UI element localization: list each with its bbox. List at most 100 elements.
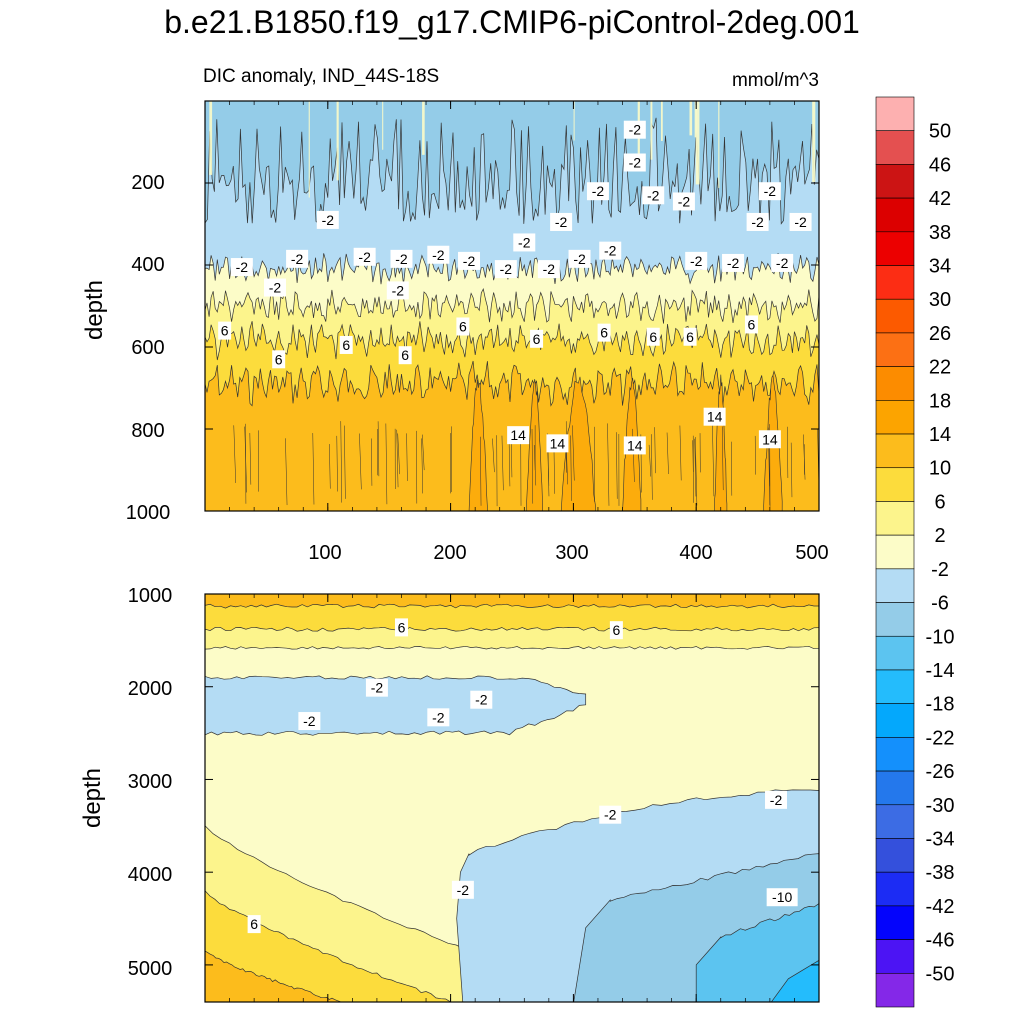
contour-label: 14 xyxy=(546,434,569,453)
lower-ticks xyxy=(205,594,820,1002)
upper-stripe xyxy=(480,436,482,506)
upper-stripe xyxy=(533,445,537,486)
colorbar-label: 10 xyxy=(929,458,951,480)
contour-label-bg xyxy=(672,192,695,211)
upper-contour-line-1 xyxy=(205,321,819,361)
colorbar-label: 38 xyxy=(929,222,951,244)
contour-label: -2 xyxy=(390,249,413,268)
contour-label-text: -2 xyxy=(322,212,335,228)
colorbar-box xyxy=(875,669,915,704)
contour-label-bg xyxy=(623,120,646,139)
fill-minus-10-east xyxy=(695,903,819,1002)
upper-contour-labels: -2-2-2 -2 -2-2-2 -2 -2 -2-2-2-2-2 -2-2 -2-2 -2 -2… xyxy=(218,120,812,455)
contour-label: -2 xyxy=(765,790,788,809)
contour-label-text: -2 xyxy=(629,155,642,171)
xtick-100: 100 xyxy=(308,542,341,564)
contour-label: -2 xyxy=(550,212,573,231)
colorbar-box xyxy=(875,939,915,974)
colorbar-label: -42 xyxy=(926,896,955,918)
contour-label-bg xyxy=(599,241,622,260)
contour-label: -2 xyxy=(365,678,388,697)
upper-stripe xyxy=(616,432,618,499)
colorbar-label: -38 xyxy=(926,862,955,884)
contour-label-bg xyxy=(247,915,261,934)
colorbar-box xyxy=(875,433,915,469)
contour-label: 6 xyxy=(609,621,623,640)
colorbar-label: -6 xyxy=(931,593,949,615)
contour-label-text: -2 xyxy=(678,193,691,209)
contour-label-text: -2 xyxy=(291,251,304,267)
upper-blob-18 xyxy=(468,379,488,511)
lower-contour-labels: 6 6 -2 -2 -2 -2 -2 -2 -2 -10 6 xyxy=(247,618,798,934)
xtick-500: 500 xyxy=(795,542,828,564)
contour-label-bg xyxy=(316,210,339,229)
upper-stripe xyxy=(312,433,315,505)
contour-label: 14 xyxy=(703,407,726,426)
contour-label-bg xyxy=(546,434,569,453)
contour-label-text: 6 xyxy=(275,351,283,367)
contour-label-bg xyxy=(609,621,623,640)
upper-stripe xyxy=(721,426,724,491)
contour-label-bg xyxy=(263,278,286,297)
upper-stripe xyxy=(249,433,252,485)
colorbar-label: 34 xyxy=(929,256,951,278)
lower-ytick-1000: 1000 xyxy=(128,585,173,607)
colorbar-box xyxy=(875,871,915,907)
xtick-200: 200 xyxy=(433,542,466,564)
fill-14-southwest xyxy=(205,950,341,1002)
contour-label-bg xyxy=(218,321,232,340)
lower-contour-fill xyxy=(205,594,819,1002)
contour-label: -2 xyxy=(298,712,321,731)
contour-label: 6 xyxy=(247,915,261,934)
upper-streak xyxy=(695,101,700,185)
contour-label-bg xyxy=(550,212,573,231)
upper-streak xyxy=(718,101,720,188)
colorbar-box xyxy=(875,130,915,165)
contour-label-text: -2 xyxy=(392,282,405,298)
colorbar-label: -2 xyxy=(931,559,949,581)
contour-label-text: -2 xyxy=(592,183,605,199)
colorbar-label: -30 xyxy=(926,795,955,817)
contour-label-bg xyxy=(365,678,388,697)
contour-label-bg xyxy=(230,258,253,277)
upper-stripe xyxy=(531,429,534,504)
colorbar-label: 6 xyxy=(934,491,945,513)
contour-label: -2 xyxy=(427,708,450,727)
contour-label: -2 xyxy=(586,182,609,201)
contour-label-text: -2 xyxy=(770,792,783,808)
colorbar-label: 42 xyxy=(929,188,951,210)
contour-label: 6 xyxy=(683,327,697,346)
upper-streak xyxy=(573,101,575,141)
upper-stripe xyxy=(607,423,610,506)
upper-stripe xyxy=(397,433,400,475)
colorbar-box xyxy=(875,770,915,806)
contour-label: 6 xyxy=(744,315,758,334)
contour-label: -2 xyxy=(599,241,622,260)
upper-streak xyxy=(336,101,339,181)
upper-stripe xyxy=(422,434,425,471)
upper-streak xyxy=(689,101,693,136)
upper-ytick-800: 800 xyxy=(131,420,164,442)
contour-label-text: -2 xyxy=(518,234,531,250)
contour-label: -2 xyxy=(672,192,695,211)
colorbar-box xyxy=(875,298,915,334)
fill-minus-2 xyxy=(205,101,819,285)
contour-label-text: -2 xyxy=(604,243,617,259)
colorbar-box xyxy=(875,635,915,671)
contour-label-bg xyxy=(427,708,450,727)
contour-label-text: -2 xyxy=(604,807,617,823)
contour-label-bg xyxy=(398,346,412,365)
contour-label-bg xyxy=(758,182,781,201)
colorbar-box xyxy=(875,96,915,132)
colorbar-box xyxy=(875,400,915,435)
upper-stripe xyxy=(245,423,247,504)
contour-label-bg xyxy=(623,436,646,455)
upper-stripe xyxy=(336,435,338,492)
colorbar-box xyxy=(875,737,915,772)
contour-label-bg xyxy=(623,153,646,172)
contour-label-text: 6 xyxy=(686,329,694,345)
colorbar-box xyxy=(875,568,915,603)
contour-label-bg xyxy=(513,233,536,252)
contour-label: -2 xyxy=(386,281,409,300)
contour-label-text: 14 xyxy=(510,427,526,443)
